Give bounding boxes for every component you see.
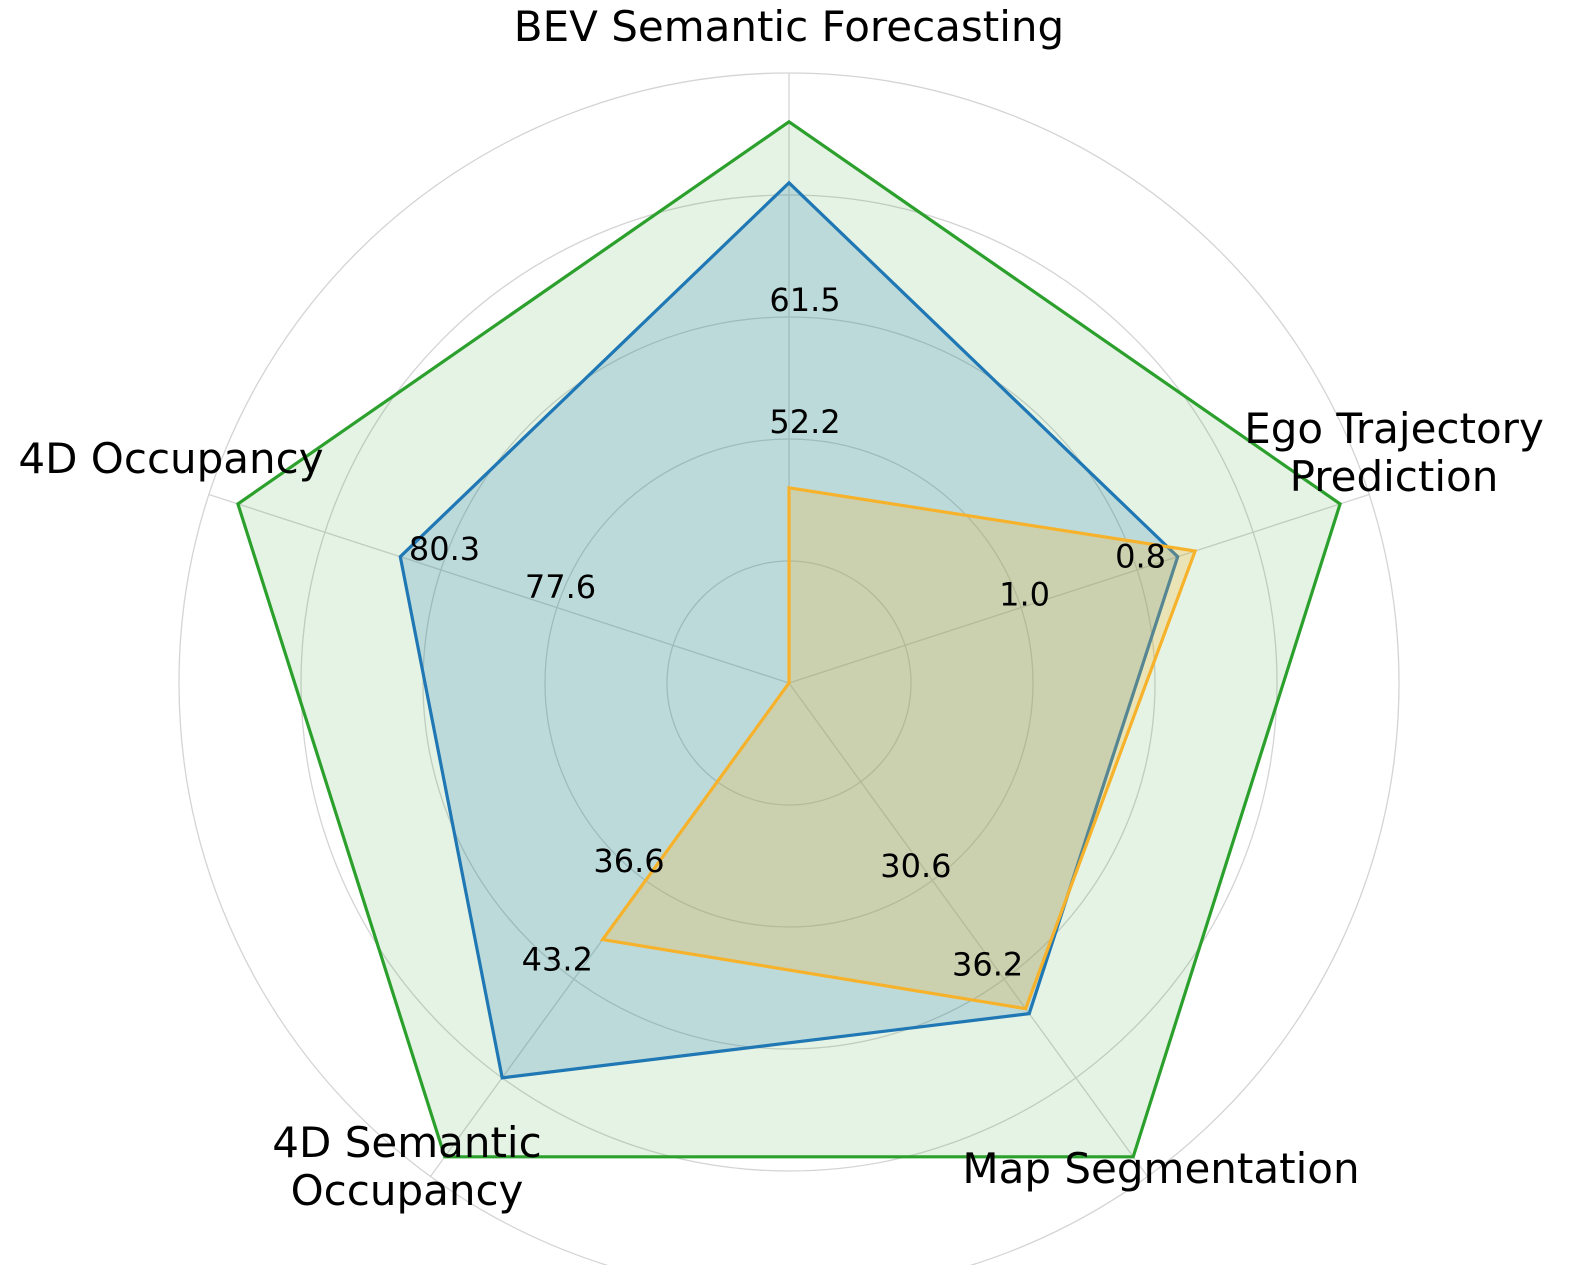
tick-label-layer: 52.2 61.5 1.0 0.8 30.6 36.2 36.6 43.2 77.6 80.3 [409, 281, 1166, 984]
tick-label-map-0: 30.6 [880, 847, 951, 885]
spoke-ego [788, 493, 1370, 684]
tick-label-occ-1: 80.3 [409, 530, 480, 568]
axis-label-layer: BEV Semantic Forecasting Ego Trajectory Pr… [18, 2, 1543, 1215]
axis-label-bev: BEV Semantic Forecasting [514, 2, 1064, 51]
spoke-occ [208, 493, 790, 684]
series-polygon-2 [599, 485, 1198, 1011]
tick-label-map-1: 36.2 [952, 946, 1023, 984]
axis-label-ego: Ego Trajectory Prediction [1244, 404, 1544, 501]
tick-label-bev-0: 52.2 [769, 403, 840, 441]
tick-label-sem-0: 36.6 [593, 842, 664, 880]
axis-label-map: Map Segmentation [962, 1144, 1359, 1193]
spoke-map [788, 682, 1149, 1177]
tick-label-occ-0: 77.6 [525, 568, 596, 606]
axis-label-occ: 4D Occupancy [18, 434, 323, 483]
tick-label-ego-1: 0.8 [1115, 538, 1166, 576]
axis-label-sem: 4D Semantic Occupancy [272, 1118, 541, 1215]
tick-label-sem-1: 43.2 [522, 941, 593, 979]
tick-label-bev-1: 61.5 [769, 281, 840, 319]
tick-label-ego-0: 1.0 [999, 575, 1050, 613]
series-layer [236, 119, 1342, 1159]
